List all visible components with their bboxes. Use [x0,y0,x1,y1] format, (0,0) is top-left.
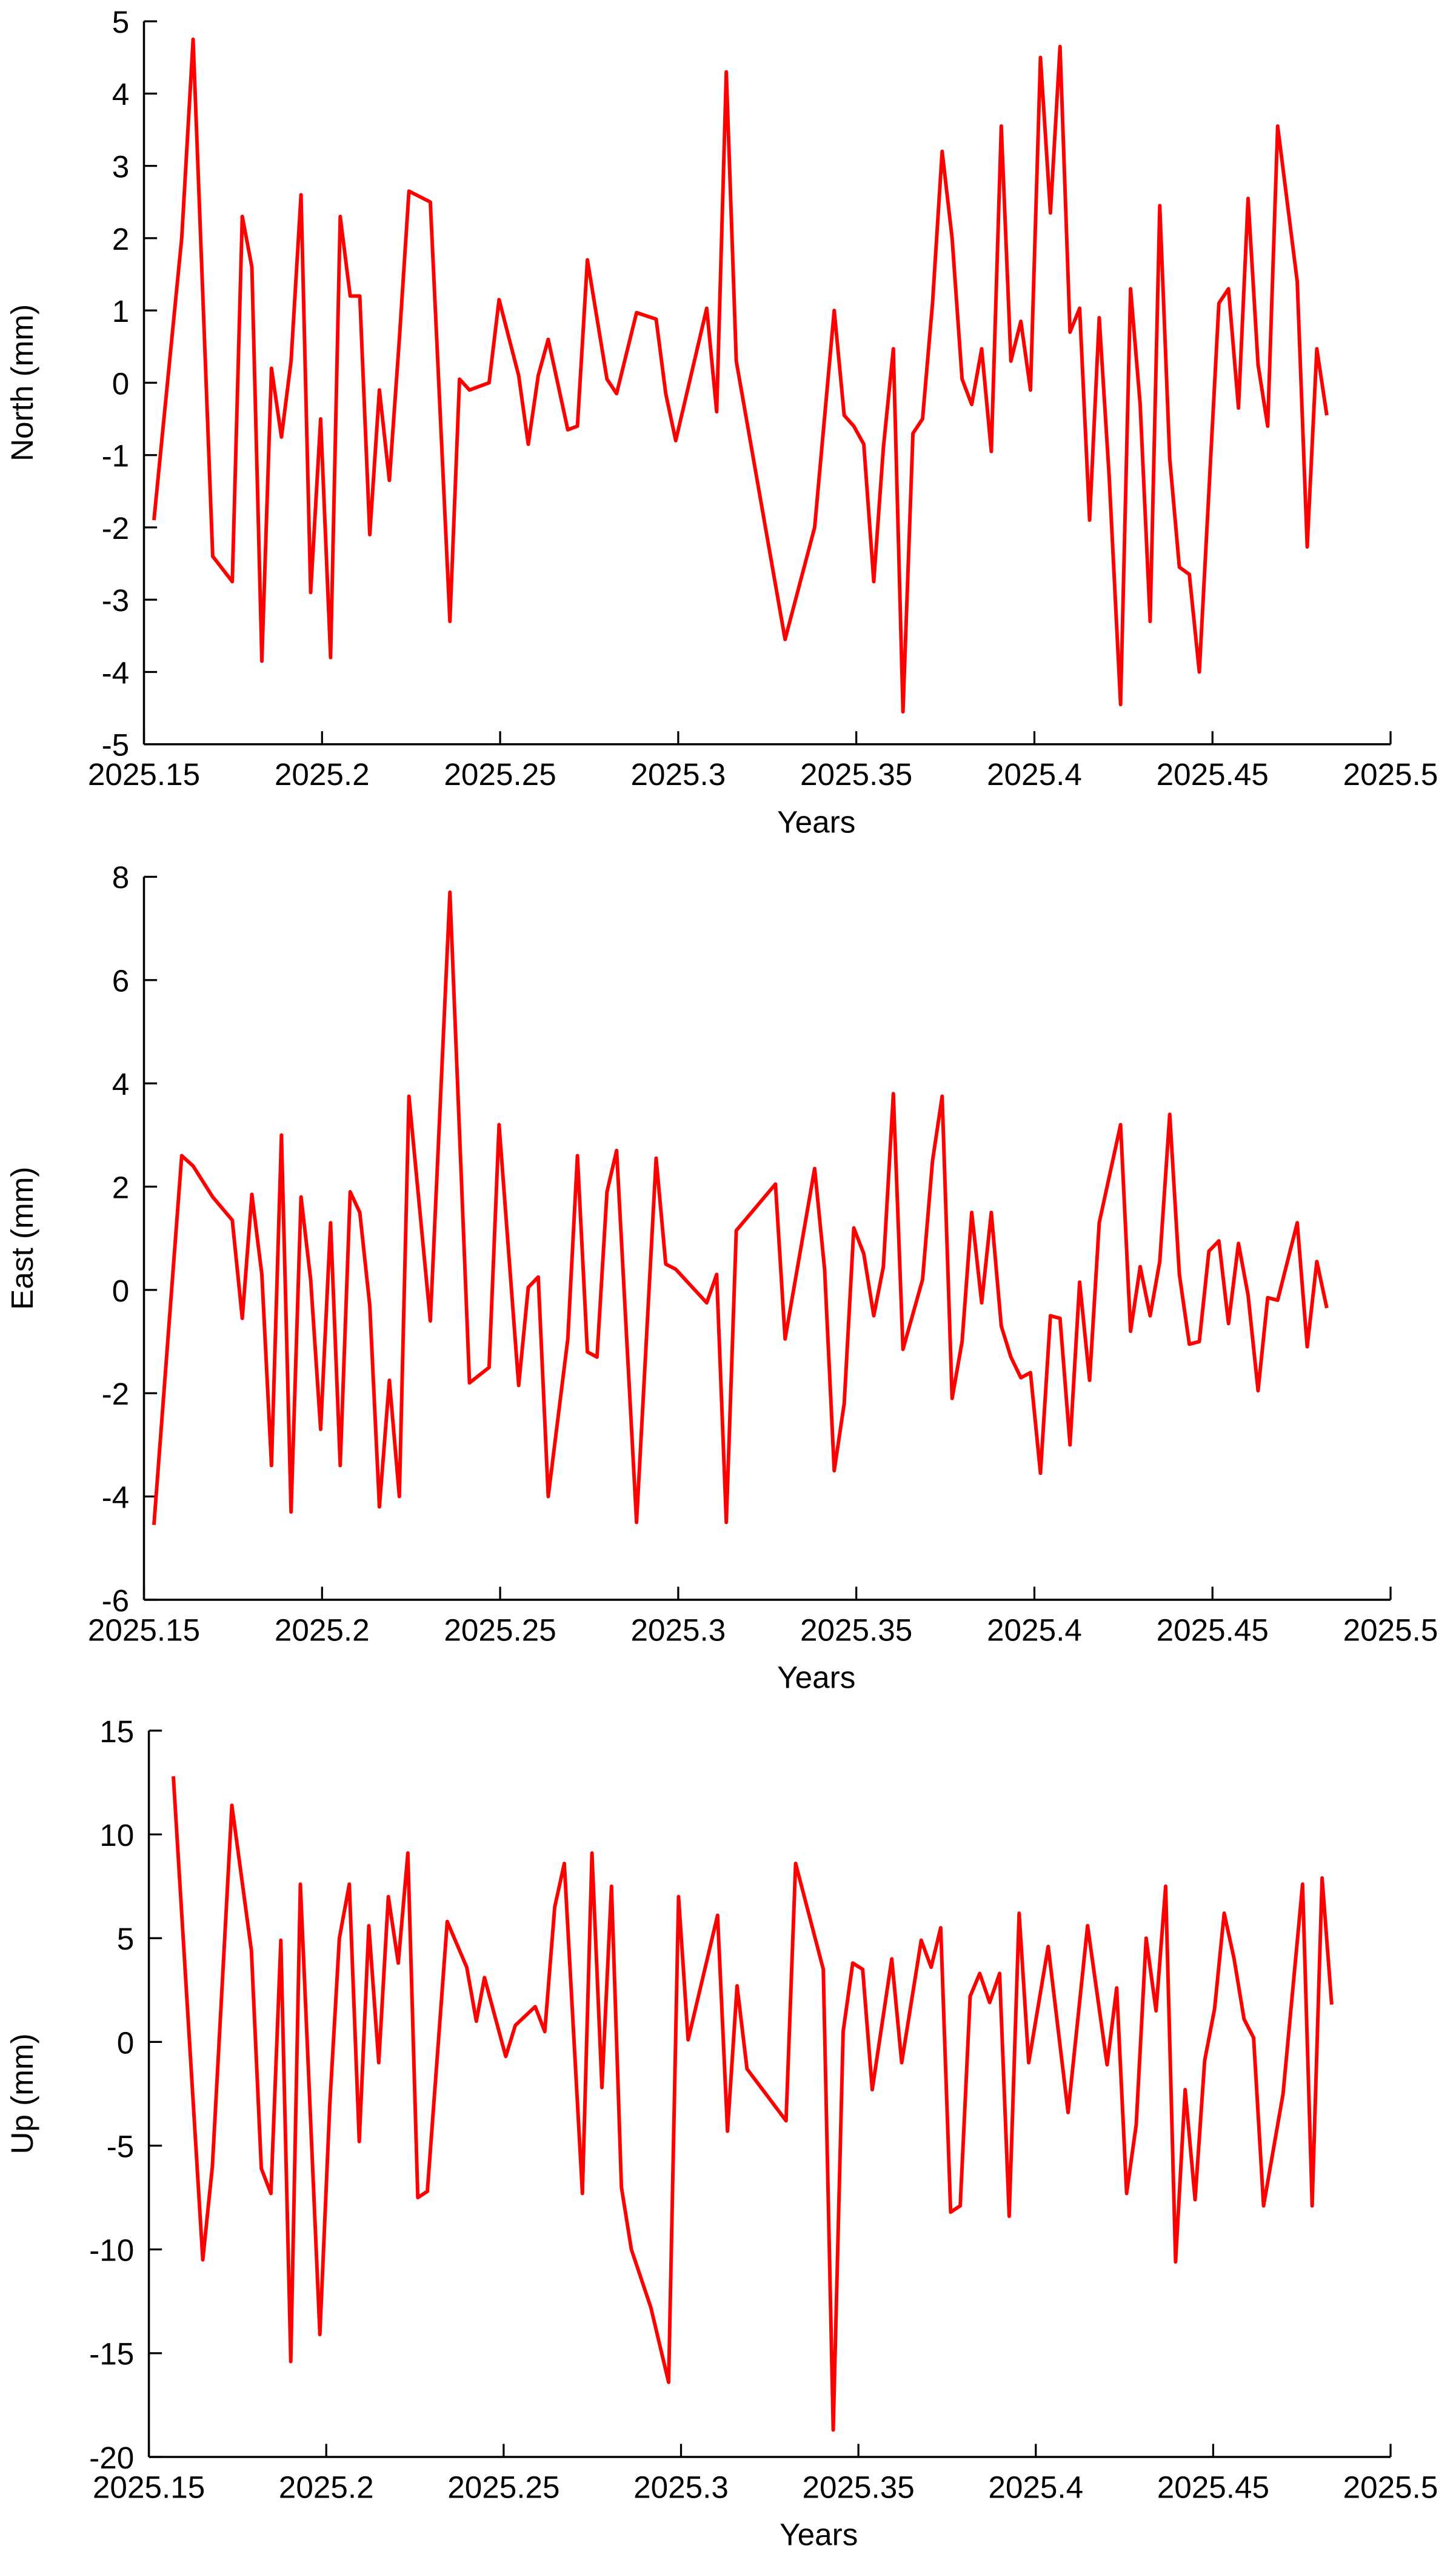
data-line [152,37,1329,714]
y-tick-label: -6 [102,1583,130,1618]
y-axis-label: East (mm) [5,1167,39,1310]
x-tick-label: 2025.35 [802,2470,914,2504]
y-tick-label: 4 [112,77,130,112]
x-tick-label: 2025.4 [988,2470,1083,2504]
y-tick-label: -20 [89,2441,134,2475]
x-tick-label: 2025.25 [444,1613,556,1648]
y-tick-label: -1 [102,439,130,473]
x-tick-label: 2025.25 [444,757,556,792]
x-tick-label: 2025.15 [88,757,200,792]
y-tick-label: 1 [112,294,130,329]
data-line [172,1776,1334,2432]
x-tick-label: 2025.5 [1343,2470,1438,2504]
y-axis-label: North (mm) [5,304,39,461]
x-tick-label: 2025.35 [800,1613,912,1648]
y-tick-label: 5 [112,5,130,39]
data-line [152,890,1329,1525]
x-tick-label: 2025.15 [88,1613,200,1648]
x-axis-label: Years [777,1660,855,1695]
x-tick-label: 2025.3 [630,1613,726,1648]
x-tick-label: 2025.2 [275,1613,370,1648]
x-tick-label: 2025.45 [1157,2470,1269,2504]
x-axis-label: Years [780,2518,858,2552]
y-tick-label: 4 [112,1067,130,1101]
y-tick-label: 0 [112,366,130,401]
y-tick-label: 10 [99,1818,134,1853]
y-tick-label: 15 [99,1714,134,1749]
y-tick-label: 8 [112,860,130,895]
y-tick-label: -4 [102,1480,130,1515]
y-tick-label: -5 [102,728,130,763]
x-tick-label: 2025.5 [1343,757,1438,792]
y-tick-label: -15 [89,2337,134,2371]
y-axis-label: Up (mm) [5,2033,39,2154]
x-tick-label: 2025.45 [1157,1613,1269,1648]
x-tick-label: 2025.3 [633,2470,729,2504]
y-tick-label: 3 [112,150,130,184]
x-tick-label: 2025.25 [447,2470,559,2504]
y-tick-label: 6 [112,964,130,998]
y-tick-label: -2 [102,1377,130,1411]
x-tick-label: 2025.15 [93,2470,205,2504]
y-tick-label: 0 [117,2025,135,2060]
x-tick-label: 2025.4 [987,1613,1082,1648]
x-tick-label: 2025.3 [630,757,726,792]
x-axis-label: Years [777,804,855,839]
y-tick-label: 5 [117,1922,135,1956]
y-tick-label: -4 [102,655,130,690]
y-tick-label: -3 [102,583,130,618]
x-tick-label: 2025.2 [279,2470,374,2504]
x-tick-label: 2025.2 [275,757,370,792]
y-tick-label: 2 [112,222,130,256]
y-tick-label: 0 [112,1274,130,1308]
y-tick-label: 2 [112,1170,130,1205]
y-tick-label: -10 [89,2233,134,2268]
x-tick-label: 2025.5 [1343,1613,1438,1648]
y-tick-label: -5 [107,2129,135,2164]
x-tick-label: 2025.4 [987,757,1082,792]
x-tick-label: 2025.35 [800,757,912,792]
y-tick-label: -2 [102,511,130,546]
x-tick-label: 2025.45 [1157,757,1269,792]
